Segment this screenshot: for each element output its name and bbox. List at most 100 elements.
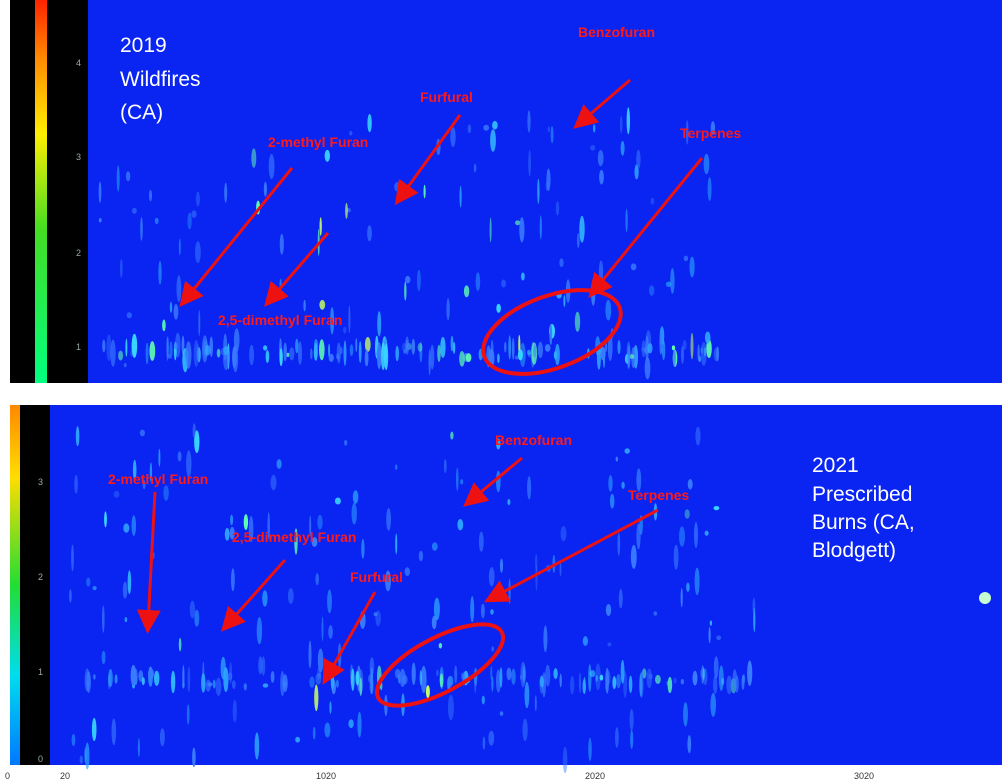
- peak: [324, 722, 331, 738]
- peak: [527, 476, 532, 500]
- peak: [639, 673, 643, 697]
- peak: [402, 343, 407, 352]
- peak: [496, 470, 501, 493]
- peak: [650, 197, 655, 205]
- peak: [343, 340, 347, 367]
- peak: [373, 612, 378, 617]
- peak: [496, 438, 501, 450]
- peak: [258, 656, 263, 675]
- peak: [394, 182, 401, 192]
- peak: [684, 509, 690, 519]
- peak: [375, 350, 382, 357]
- peak: [537, 341, 544, 359]
- peak: [132, 207, 137, 214]
- peak: [979, 592, 991, 604]
- peak: [386, 508, 391, 531]
- peak: [311, 537, 318, 547]
- caption: (CA): [120, 101, 163, 124]
- peak: [555, 201, 560, 216]
- peak: [195, 191, 200, 207]
- peak: [700, 669, 704, 678]
- peak: [140, 610, 145, 617]
- peak: [595, 675, 598, 682]
- peak: [673, 544, 679, 570]
- peak: [570, 675, 575, 695]
- peak: [431, 615, 437, 630]
- peak: [212, 679, 216, 689]
- peak: [438, 642, 443, 649]
- peak: [344, 439, 348, 446]
- peak: [599, 674, 604, 681]
- peak: [597, 150, 604, 167]
- peak: [286, 352, 290, 357]
- peak: [645, 335, 649, 361]
- peak: [232, 680, 236, 689]
- peak: [209, 336, 213, 358]
- peak: [324, 149, 330, 162]
- x-tick-label: 20: [60, 771, 70, 781]
- arrow: [394, 114, 462, 206]
- arrow: [573, 78, 631, 129]
- peak: [673, 677, 677, 684]
- peak: [605, 299, 612, 321]
- peak: [169, 341, 173, 359]
- peak: [343, 326, 347, 334]
- x-tick-label: 1020: [316, 771, 336, 781]
- peak: [404, 281, 407, 301]
- peak: [508, 578, 511, 605]
- peak: [317, 648, 324, 673]
- peak: [104, 511, 107, 528]
- peak: [546, 168, 551, 192]
- peak: [692, 670, 698, 686]
- peak: [559, 562, 562, 577]
- peak: [710, 121, 716, 135]
- peak: [588, 737, 592, 762]
- peak: [283, 342, 288, 362]
- peak: [355, 670, 360, 686]
- peak: [187, 666, 191, 693]
- peak: [459, 351, 465, 367]
- peak: [139, 429, 145, 437]
- peak: [86, 577, 91, 587]
- peaks: [69, 423, 756, 774]
- peak: [704, 331, 711, 344]
- peak: [689, 256, 695, 278]
- peak: [361, 538, 365, 559]
- peak: [317, 514, 323, 530]
- peak: [559, 673, 562, 688]
- peak: [579, 215, 585, 243]
- peak: [607, 642, 612, 647]
- peak: [489, 217, 492, 243]
- peak: [262, 683, 269, 688]
- peak: [554, 343, 560, 366]
- peak: [423, 184, 426, 199]
- peak: [201, 673, 206, 693]
- peak: [655, 674, 661, 684]
- peak: [395, 668, 401, 679]
- peak: [491, 676, 494, 692]
- peak: [79, 755, 84, 764]
- peak: [192, 423, 196, 439]
- peak: [436, 669, 439, 677]
- peak: [74, 474, 78, 494]
- peak: [319, 217, 322, 236]
- peak: [98, 218, 102, 223]
- peak: [367, 114, 372, 133]
- peak: [335, 679, 339, 688]
- annotation: 2,5-dimethyl Furan: [218, 312, 342, 328]
- peak: [537, 178, 540, 204]
- peak: [452, 341, 456, 354]
- peak: [345, 202, 348, 219]
- peak: [703, 153, 710, 175]
- caption: 2019: [120, 34, 167, 57]
- peak: [521, 272, 525, 281]
- peak: [629, 709, 634, 731]
- peak: [619, 115, 623, 134]
- peak: [576, 233, 580, 248]
- peak: [617, 340, 621, 355]
- peak: [625, 208, 628, 233]
- peak: [506, 667, 512, 681]
- peak: [496, 303, 501, 313]
- peak: [713, 656, 719, 679]
- highlight-ring: [481, 288, 623, 376]
